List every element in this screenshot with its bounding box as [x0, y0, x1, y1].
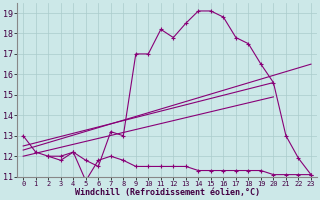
X-axis label: Windchill (Refroidissement éolien,°C): Windchill (Refroidissement éolien,°C) — [75, 188, 260, 197]
